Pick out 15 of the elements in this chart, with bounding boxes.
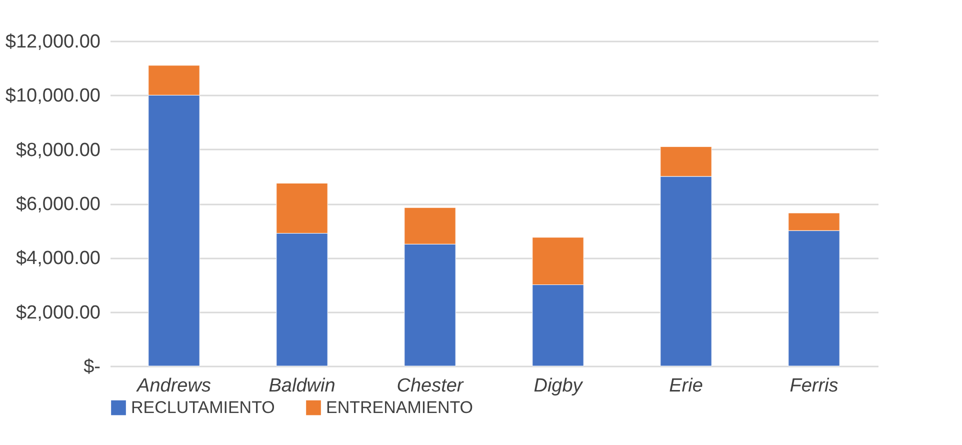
- y-tick-label: $6,000.00: [16, 194, 100, 215]
- x-tick-label: Ferris: [790, 376, 839, 396]
- legend-label: RECLUTAMIENTO: [131, 398, 275, 417]
- x-tick-label: Andrews: [136, 376, 212, 396]
- y-tick-label: $2,000.00: [16, 302, 100, 324]
- y-tick-label: $12,000.00: [5, 32, 100, 52]
- x-tick-label: Erie: [669, 376, 703, 396]
- y-tick-label: $10,000.00: [5, 86, 100, 107]
- x-tick-label: Chester: [396, 376, 464, 396]
- legend-label: ENTRENAMIENTO: [326, 398, 474, 417]
- x-tick-label: Digby: [534, 376, 584, 396]
- y-tick-label: $-: [84, 356, 100, 378]
- y-tick-label: $4,000.00: [16, 248, 100, 270]
- x-tick-label: Baldwin: [268, 376, 336, 396]
- y-tick-label: $8,000.00: [16, 140, 100, 161]
